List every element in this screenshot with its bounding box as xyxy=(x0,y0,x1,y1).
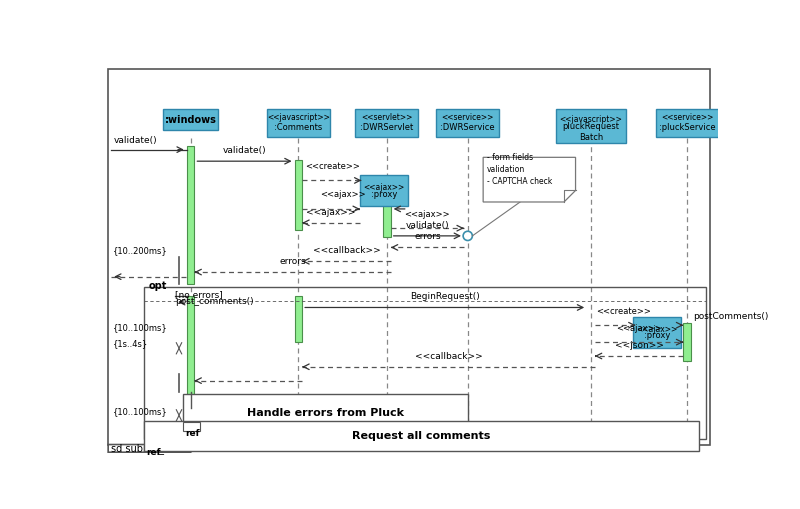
Text: <<json>>: <<json>> xyxy=(614,341,663,350)
Text: <<ajax>>: <<ajax>> xyxy=(306,208,356,217)
FancyBboxPatch shape xyxy=(163,109,218,130)
FancyBboxPatch shape xyxy=(656,109,718,136)
Text: ref: ref xyxy=(146,448,162,458)
FancyBboxPatch shape xyxy=(634,317,681,348)
Text: :proxy: :proxy xyxy=(644,331,670,341)
Text: post_comments(): post_comments() xyxy=(175,297,254,306)
FancyBboxPatch shape xyxy=(186,146,194,285)
Text: sd submit_commens: sd submit_commens xyxy=(111,443,212,454)
Text: - form fields
validation
- CAPTCHA check: - form fields validation - CAPTCHA check xyxy=(487,154,552,186)
Text: postComments(): postComments() xyxy=(694,312,769,321)
Text: <<service>>: <<service>> xyxy=(661,113,714,122)
Text: opt: opt xyxy=(148,280,166,291)
Text: Handle errors from Pluck: Handle errors from Pluck xyxy=(246,408,404,418)
Polygon shape xyxy=(483,157,575,202)
Text: <<ajax>>: <<ajax>> xyxy=(320,190,366,200)
Text: pluckRequest
Batch: pluckRequest Batch xyxy=(562,122,619,142)
Text: {10..100ms}: {10..100ms} xyxy=(113,407,167,416)
Text: :Comments: :Comments xyxy=(274,123,322,132)
Text: :windows: :windows xyxy=(165,115,217,125)
Text: <<ajax>>: <<ajax>> xyxy=(363,183,405,192)
FancyBboxPatch shape xyxy=(556,109,626,143)
FancyBboxPatch shape xyxy=(436,109,499,136)
Text: {1s..4s}: {1s..4s} xyxy=(113,339,148,348)
Text: <<ajax>>: <<ajax>> xyxy=(637,325,678,333)
FancyBboxPatch shape xyxy=(294,160,302,231)
Text: BeginRequest(): BeginRequest() xyxy=(410,292,479,301)
Text: Request all comments: Request all comments xyxy=(352,431,490,441)
Text: :DWRServlet: :DWRServlet xyxy=(360,123,414,132)
FancyBboxPatch shape xyxy=(294,296,302,342)
FancyBboxPatch shape xyxy=(183,422,200,432)
FancyBboxPatch shape xyxy=(266,109,330,136)
Text: :DWRService: :DWRService xyxy=(441,123,495,132)
Text: errors: errors xyxy=(279,257,306,266)
Text: validate(): validate() xyxy=(406,221,449,230)
FancyBboxPatch shape xyxy=(360,175,408,206)
FancyBboxPatch shape xyxy=(355,109,418,136)
Text: :pluckService: :pluckService xyxy=(659,123,715,132)
Text: validate(): validate() xyxy=(114,136,157,146)
Text: <<callback>>: <<callback>> xyxy=(414,352,482,360)
Text: <<callback>>: <<callback>> xyxy=(313,246,380,255)
Text: <<ajax>>: <<ajax>> xyxy=(616,324,662,332)
Text: <<javascript>>: <<javascript>> xyxy=(559,115,622,124)
Text: <<servlet>>: <<servlet>> xyxy=(362,113,413,122)
Text: {10..100ms}: {10..100ms} xyxy=(113,324,167,332)
Text: [no errors]: [no errors] xyxy=(175,290,223,299)
Circle shape xyxy=(463,231,472,240)
FancyBboxPatch shape xyxy=(108,69,710,444)
Text: <<create>>: <<create>> xyxy=(596,306,651,316)
Text: <<service>>: <<service>> xyxy=(442,113,494,122)
FancyBboxPatch shape xyxy=(683,323,691,361)
Text: <<ajax>>: <<ajax>> xyxy=(405,210,450,219)
FancyBboxPatch shape xyxy=(186,296,194,396)
Text: <<create>>: <<create>> xyxy=(306,162,361,171)
Text: ref: ref xyxy=(185,429,200,438)
Text: errors: errors xyxy=(414,232,441,241)
Text: <<javascript>>: <<javascript>> xyxy=(267,113,330,122)
Text: :proxy: :proxy xyxy=(370,190,397,199)
FancyBboxPatch shape xyxy=(144,421,698,450)
Polygon shape xyxy=(108,444,201,452)
Text: validate(): validate() xyxy=(222,146,266,155)
FancyBboxPatch shape xyxy=(183,394,468,432)
Text: {10..200ms}: {10..200ms} xyxy=(113,246,167,256)
FancyBboxPatch shape xyxy=(383,204,390,237)
